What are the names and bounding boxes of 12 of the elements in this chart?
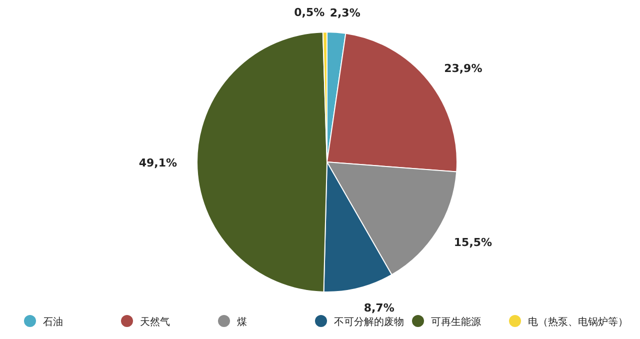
legend-label: 天然气 [140, 316, 170, 328]
data-label: 49,1% [138, 156, 177, 170]
legend-label: 煤 [237, 316, 247, 328]
legend-label: 可再生能源 [431, 316, 481, 328]
data-label: 8,7% [364, 301, 394, 314]
data-label: 15,5% [454, 236, 492, 249]
data-label: 0,5% [294, 6, 325, 20]
legend-label: 不可分解的废物 [334, 316, 404, 328]
data-label: 2,3% [330, 6, 360, 20]
data-label: 23,9% [444, 62, 482, 76]
legend-label: 电（热泵、电锅炉等） [528, 316, 628, 328]
legend-label: 石油 [43, 316, 63, 328]
